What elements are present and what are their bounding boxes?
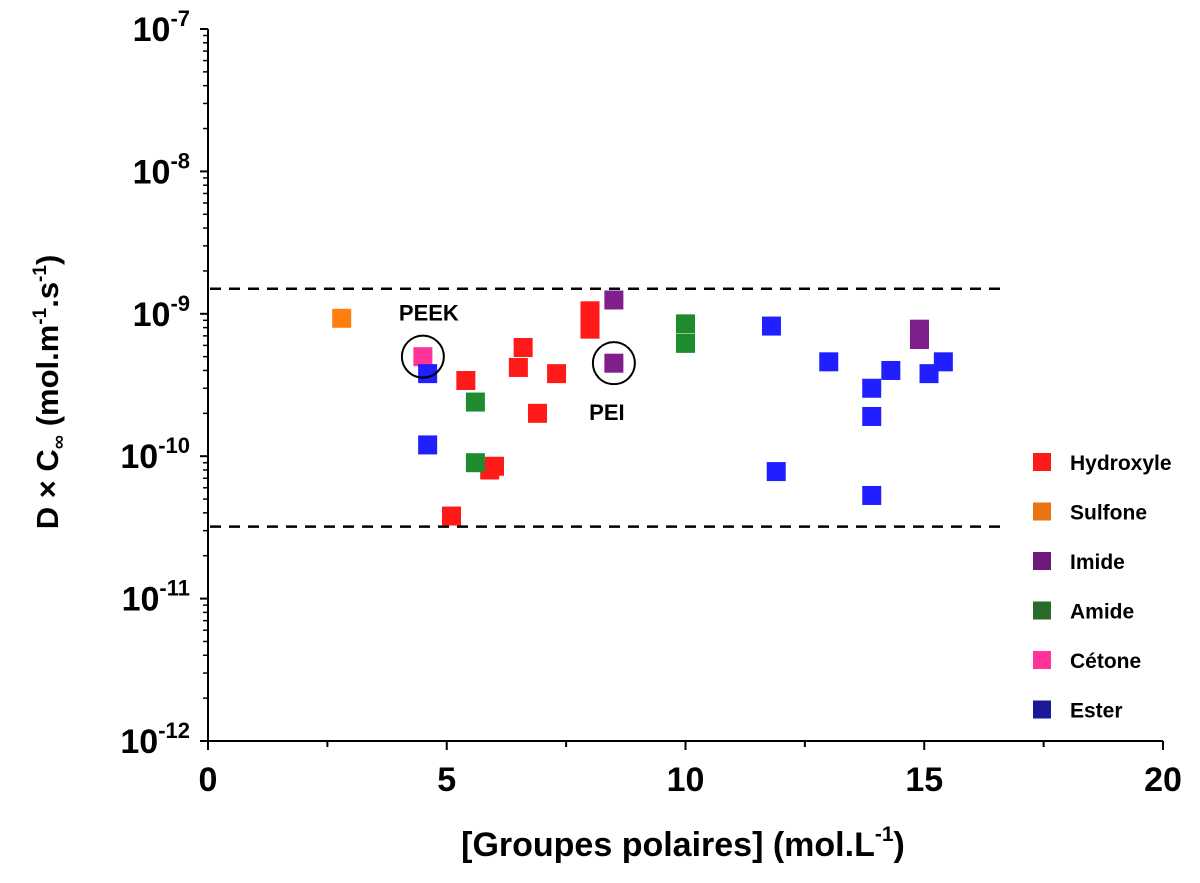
y-tick-base: 10 xyxy=(133,11,171,49)
legend: Hydroxyle Sulfone Imide Amide Cétone Ester xyxy=(1033,452,1172,723)
legend-swatch-imide xyxy=(1033,552,1051,570)
y-tick-exponent: -9 xyxy=(170,291,190,316)
data-point-hydroxyle xyxy=(508,357,528,377)
data-point-hydroxyle xyxy=(456,371,476,391)
y-tick-base: 10 xyxy=(120,438,158,476)
legend-label-amide: Amide xyxy=(1070,601,1134,624)
y-tick-label: 10-11 xyxy=(122,576,190,619)
legend-swatch-cetone xyxy=(1033,651,1051,669)
x-axis-title: [Groupes polaires] (mol.L-1) xyxy=(461,823,905,864)
x-tick-label: 10 xyxy=(667,761,705,799)
data-point-amide xyxy=(676,333,695,353)
y-axis-title-sup2: -1 xyxy=(30,265,51,282)
y-tick-label: 10-9 xyxy=(133,291,190,334)
y-axis-title-tail: ) xyxy=(30,255,65,265)
x-tick-label: 0 xyxy=(199,761,218,799)
data-point-ester xyxy=(862,485,882,505)
y-tick-base: 10 xyxy=(122,581,160,619)
x-ticks: 0 5 10 15 20 xyxy=(199,741,1182,799)
data-point-ester xyxy=(761,316,781,336)
x-axis-title-sup: -1 xyxy=(875,823,894,846)
y-tick-base: 10 xyxy=(120,723,158,761)
annotations: PEEK PEI xyxy=(399,301,636,425)
data-point-imide xyxy=(604,353,624,373)
y-tick-base: 10 xyxy=(133,296,171,334)
data-point-hydroxyle xyxy=(580,301,600,321)
legend-swatch-ester xyxy=(1033,700,1051,719)
data-point-hydroxyle xyxy=(547,364,567,384)
y-axis-title-mid: .s xyxy=(30,282,65,308)
y-axis-title: D × C∞ (mol.m-1.s-1) xyxy=(30,255,70,530)
annotation-label-pei: PEI xyxy=(589,400,624,425)
legend-label-sulfone: Sulfone xyxy=(1070,502,1147,525)
y-tick-label: 10-8 xyxy=(133,148,190,191)
data-point-hydroxyle xyxy=(485,456,504,476)
data-point-ester xyxy=(766,462,786,482)
legend-label-hydroxyle: Hydroxyle xyxy=(1070,452,1172,475)
x-axis-title-tail: ) xyxy=(894,826,905,864)
data-point-hydroxyle xyxy=(442,506,462,526)
data-point-cetone xyxy=(413,347,433,367)
data-points xyxy=(332,290,953,526)
y-axis-title-main: D × C xyxy=(30,449,65,529)
legend-swatch-sulfone xyxy=(1033,502,1051,521)
data-point-ester xyxy=(862,378,882,398)
x-tick-label: 5 xyxy=(437,761,456,799)
data-point-ester xyxy=(881,360,901,380)
legend-swatch-amide xyxy=(1033,601,1051,620)
legend-label-imide: Imide xyxy=(1070,551,1125,574)
x-tick-label: 20 xyxy=(1144,761,1182,799)
data-point-ester xyxy=(862,407,882,427)
data-point-amide xyxy=(465,453,485,473)
data-point-ester xyxy=(418,435,438,455)
y-axis-title-subscript: ∞ xyxy=(48,435,70,449)
annotation-label-peek: PEEK xyxy=(399,301,459,326)
legend-label-cetone: Cétone xyxy=(1070,650,1141,673)
data-point-ester xyxy=(933,352,953,372)
annotation-circle-pei xyxy=(591,341,636,386)
axes xyxy=(207,29,1163,742)
data-point-amide xyxy=(465,392,485,412)
legend-swatch-hydroxyle xyxy=(1033,453,1051,471)
data-point-imide xyxy=(604,290,624,310)
data-point-imide xyxy=(909,319,929,339)
annotation-circle-peek xyxy=(400,334,445,379)
data-point-ester xyxy=(919,364,939,384)
data-point-hydroxyle xyxy=(580,319,600,339)
y-tick-label: 10-7 xyxy=(133,6,190,49)
y-axis-title-unit: (mol.m xyxy=(30,325,65,435)
data-point-hydroxyle xyxy=(527,403,547,423)
x-tick-label: 15 xyxy=(905,761,943,799)
legend-label-ester: Ester xyxy=(1070,700,1123,723)
y-tick-label: 10-12 xyxy=(120,718,190,761)
y-tick-label: 10-10 xyxy=(120,433,190,476)
y-tick-exponent: -12 xyxy=(158,718,190,743)
y-tick-exponent: -10 xyxy=(158,433,190,458)
y-tick-base: 10 xyxy=(133,153,171,191)
y-tick-exponent: -8 xyxy=(170,148,190,173)
data-point-ester xyxy=(819,352,839,372)
y-axis-title-sup1: -1 xyxy=(30,307,51,324)
x-axis-title-main: [Groupes polaires] (mol.L xyxy=(461,826,875,864)
y-tick-exponent: -7 xyxy=(170,6,190,31)
data-point-hydroxyle xyxy=(513,337,533,357)
data-point-sulfone xyxy=(332,308,352,328)
y-tick-exponent: -11 xyxy=(159,576,190,601)
data-point-amide xyxy=(676,314,695,334)
